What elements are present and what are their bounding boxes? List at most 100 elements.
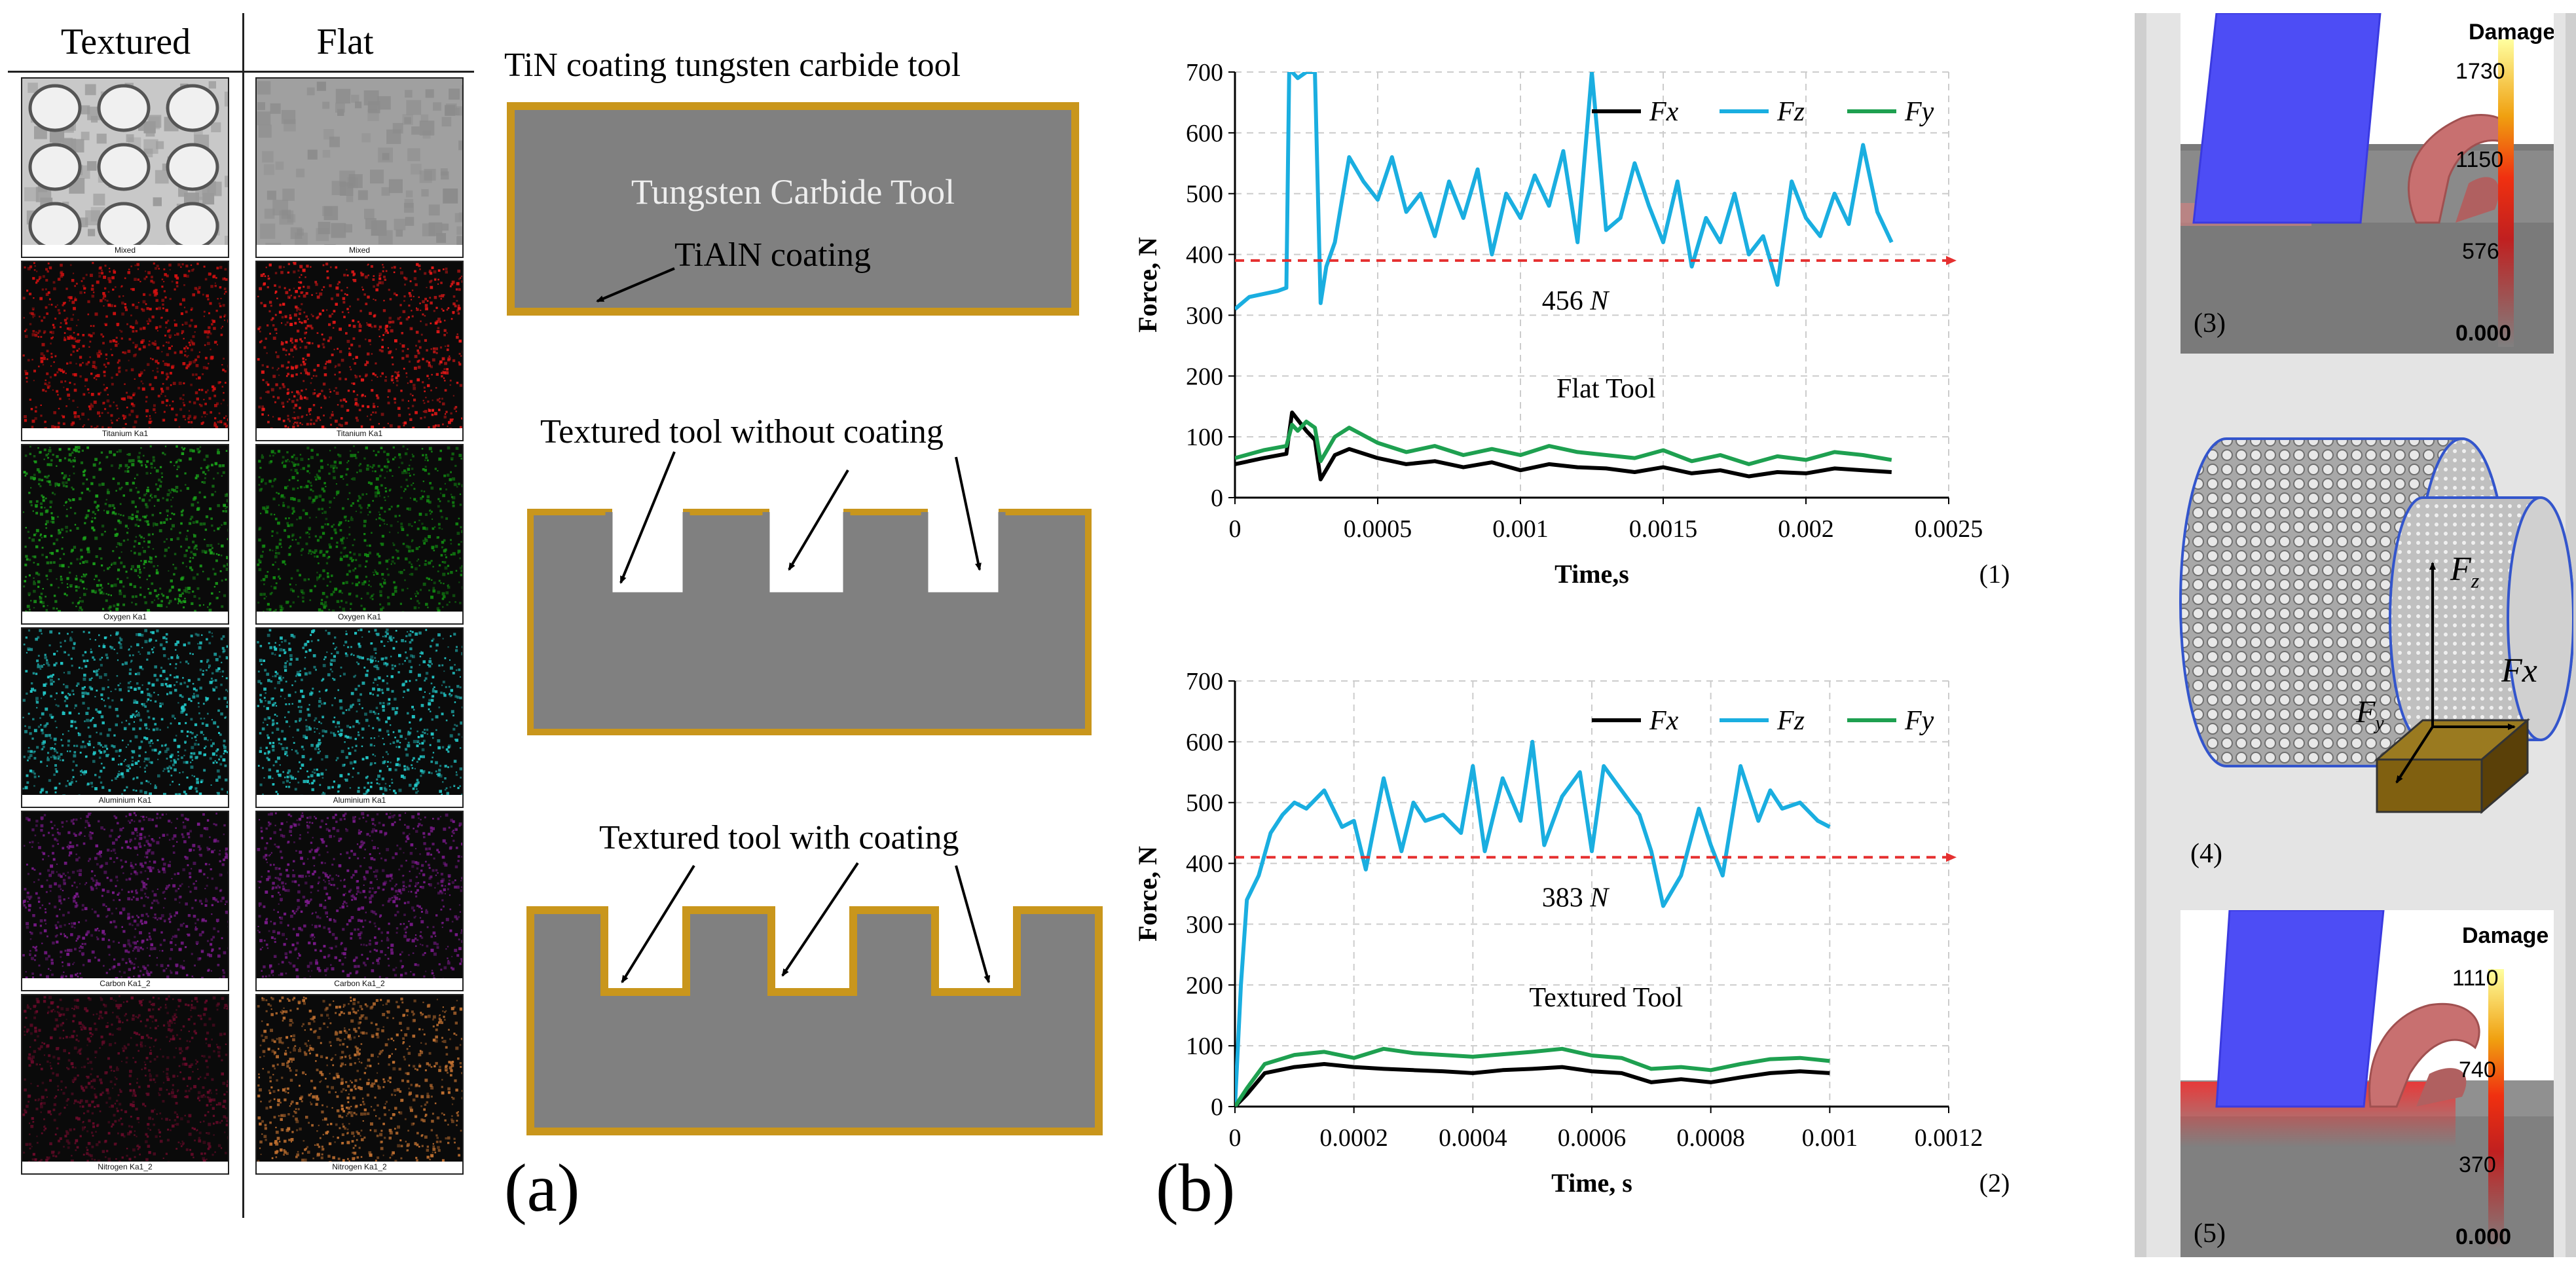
edx-map-flat-5: 100µmNitrogen Ka1_2 bbox=[255, 994, 464, 1175]
mean-value-label: 456 N bbox=[1542, 286, 1610, 316]
y-tick-label: 600 bbox=[1186, 120, 1223, 147]
edx-header-textured: Textured bbox=[60, 22, 191, 62]
x-tick-label: 0 bbox=[1229, 515, 1242, 543]
series-line-fy bbox=[1235, 1046, 1830, 1107]
legend-label-fz: Fz bbox=[1776, 706, 1805, 736]
edx-divider-horizontal bbox=[8, 71, 474, 73]
tool-schematic-panel: TiN coating tungsten carbide tool Tungst… bbox=[485, 0, 1120, 1267]
x-axis-label: Time, s bbox=[1551, 1168, 1632, 1198]
chart-annotation: Textured Tool bbox=[1529, 983, 1683, 1013]
edx-map-textured-4: 100µmCarbon Ka1_2 bbox=[21, 811, 229, 991]
edx-element-caption: Carbon Ka1_2 bbox=[22, 978, 228, 989]
x-tick-label: 0.0025 bbox=[1915, 515, 1983, 543]
edx-divider-vertical bbox=[242, 13, 244, 1218]
edx-header-flat: Flat bbox=[316, 22, 374, 62]
y-tick-label: 200 bbox=[1186, 972, 1223, 999]
edx-map-panel: Textured Flat 100µmMixed100µmMixed100µmT… bbox=[8, 13, 474, 1218]
sim-label-3: (3) bbox=[2194, 308, 2226, 339]
coating-label: TiAlN coating bbox=[674, 236, 871, 274]
x-tick-label: 0.002 bbox=[1778, 515, 1834, 543]
edx-map-flat-2: 100µmOxygen Ka1 bbox=[255, 444, 464, 625]
x-tick-label: 0.0008 bbox=[1676, 1124, 1745, 1152]
panel-a-label: (a) bbox=[504, 1150, 580, 1226]
legend-label-fx: Fx bbox=[1649, 97, 1679, 127]
damage-tick-top-1: 1730 bbox=[2456, 59, 2505, 84]
edx-element-caption: Mixed bbox=[257, 245, 462, 255]
chart-id-label: (2) bbox=[1979, 1168, 2010, 1198]
edx-map-textured-1: 100µmTitanium Ka1 bbox=[21, 261, 229, 441]
flat-coated-tool bbox=[507, 102, 1079, 316]
edx-element-caption: Nitrogen Ka1_2 bbox=[257, 1162, 462, 1172]
legend-label-fx: Fx bbox=[1649, 706, 1679, 736]
damage-tick-top-3: 576 bbox=[2462, 239, 2499, 264]
edx-map-flat-0: 100µmMixed bbox=[255, 77, 464, 258]
damage-tick-top-4: 0.000 bbox=[2456, 321, 2512, 346]
y-tick-label: 700 bbox=[1186, 59, 1223, 86]
edx-element-caption: Oxygen Ka1 bbox=[22, 612, 228, 622]
x-tick-label: 0.0012 bbox=[1915, 1124, 1983, 1152]
series-line-fx bbox=[1235, 411, 1892, 482]
sim-label-5: (5) bbox=[2194, 1219, 2226, 1249]
edx-element-caption: Carbon Ka1_2 bbox=[257, 978, 462, 989]
legend-label-fy: Fy bbox=[1904, 97, 1934, 127]
x-tick-label: 0.0002 bbox=[1319, 1124, 1388, 1152]
coating-arrow bbox=[596, 267, 675, 303]
schematic-title: TiN coating tungsten carbide tool bbox=[504, 46, 961, 84]
x-tick-label: 0.0004 bbox=[1439, 1124, 1507, 1152]
x-tick-label: 0.0015 bbox=[1629, 515, 1698, 543]
damage-tick-bottom-1: 1110 bbox=[2452, 966, 2499, 991]
y-tick-label: 500 bbox=[1186, 790, 1223, 817]
cutting-tool-bottom bbox=[2215, 910, 2385, 1108]
y-axis-label: Force, N bbox=[1133, 237, 1162, 333]
force-chart-flat: 0 100 200 300 400 500 600 700 0 0.0005 0.001 0.0015… bbox=[1133, 59, 2010, 589]
edx-map-textured-3: 100µmAluminium Ka1 bbox=[21, 627, 229, 808]
simulation-panel: Damage 1730 1150 576 0.000 (3) bbox=[2135, 13, 2576, 1257]
y-tick-label: 700 bbox=[1186, 668, 1223, 695]
series-line-fz bbox=[1235, 739, 1831, 1107]
x-tick-label: 0.001 bbox=[1802, 1124, 1858, 1152]
y-tick-label: 300 bbox=[1186, 302, 1223, 329]
workpiece-schematic bbox=[2179, 437, 2573, 815]
y-tick-label: 100 bbox=[1186, 424, 1223, 451]
damage-title-top: Damage bbox=[2469, 20, 2554, 45]
x-tick-label: 0.0006 bbox=[1558, 1124, 1627, 1152]
edx-element-caption: Aluminium Ka1 bbox=[257, 795, 462, 805]
sim-label-4: (4) bbox=[2190, 839, 2222, 869]
y-tick-label: 0 bbox=[1211, 1093, 1223, 1121]
edx-map-flat-3: 100µmAluminium Ka1 bbox=[255, 627, 464, 808]
x-axis-label: Time,s bbox=[1555, 559, 1629, 589]
edx-map-flat-4: 100µmCarbon Ka1_2 bbox=[255, 811, 464, 991]
y-tick-label: 600 bbox=[1186, 729, 1223, 756]
x-tick-label: 0.0005 bbox=[1344, 515, 1412, 543]
edx-element-caption: Aluminium Ka1 bbox=[22, 795, 228, 805]
series-line-fy bbox=[1235, 419, 1892, 466]
force-chart-textured: 0 100 200 300 400 500 600 700 0 0.0002 0.0004 0.000… bbox=[1133, 668, 2010, 1198]
y-axis-label: Force, N bbox=[1133, 846, 1162, 942]
edx-map-textured-2: 100µmOxygen Ka1 bbox=[21, 444, 229, 625]
y-tick-label: 100 bbox=[1186, 1033, 1223, 1060]
tool-label: Tungsten Carbide Tool bbox=[631, 172, 955, 211]
edx-map-flat-1: 100µmTitanium Ka1 bbox=[255, 261, 464, 441]
y-tick-label: 400 bbox=[1186, 851, 1223, 878]
damage-title-bottom: Damage bbox=[2462, 923, 2549, 948]
y-tick-label: 400 bbox=[1186, 242, 1223, 269]
textured-coating-label: Textured tool with coating bbox=[599, 819, 959, 856]
y-tick-label: 300 bbox=[1186, 911, 1223, 938]
textured-no-coating-label: Textured tool without coating bbox=[540, 413, 944, 450]
mean-value-label: 383 N bbox=[1542, 883, 1610, 913]
textured-tool-coated bbox=[526, 906, 1103, 1135]
legend-label-fz: Fz bbox=[1776, 97, 1805, 127]
damage-tick-bottom-3: 370 bbox=[2459, 1152, 2496, 1177]
force-label-fz: Fz bbox=[2450, 551, 2480, 593]
y-tick-label: 200 bbox=[1186, 363, 1223, 390]
schematic-drawing bbox=[507, 102, 1103, 1135]
edx-element-caption: Titanium Ka1 bbox=[22, 428, 228, 439]
y-tick-label: 0 bbox=[1211, 485, 1223, 512]
edx-map-textured-5: 100µmNitrogen Ka1_2 bbox=[21, 994, 229, 1175]
x-tick-label: 0 bbox=[1229, 1124, 1242, 1152]
force-label-fy: Fy bbox=[2356, 695, 2384, 734]
legend-label-fy: Fy bbox=[1904, 706, 1934, 736]
y-tick-label: 500 bbox=[1186, 181, 1223, 208]
damage-sim-flat: Damage 1730 1150 576 0.000 (3) bbox=[2180, 13, 2554, 354]
damage-tick-bottom-2: 740 bbox=[2459, 1057, 2496, 1082]
